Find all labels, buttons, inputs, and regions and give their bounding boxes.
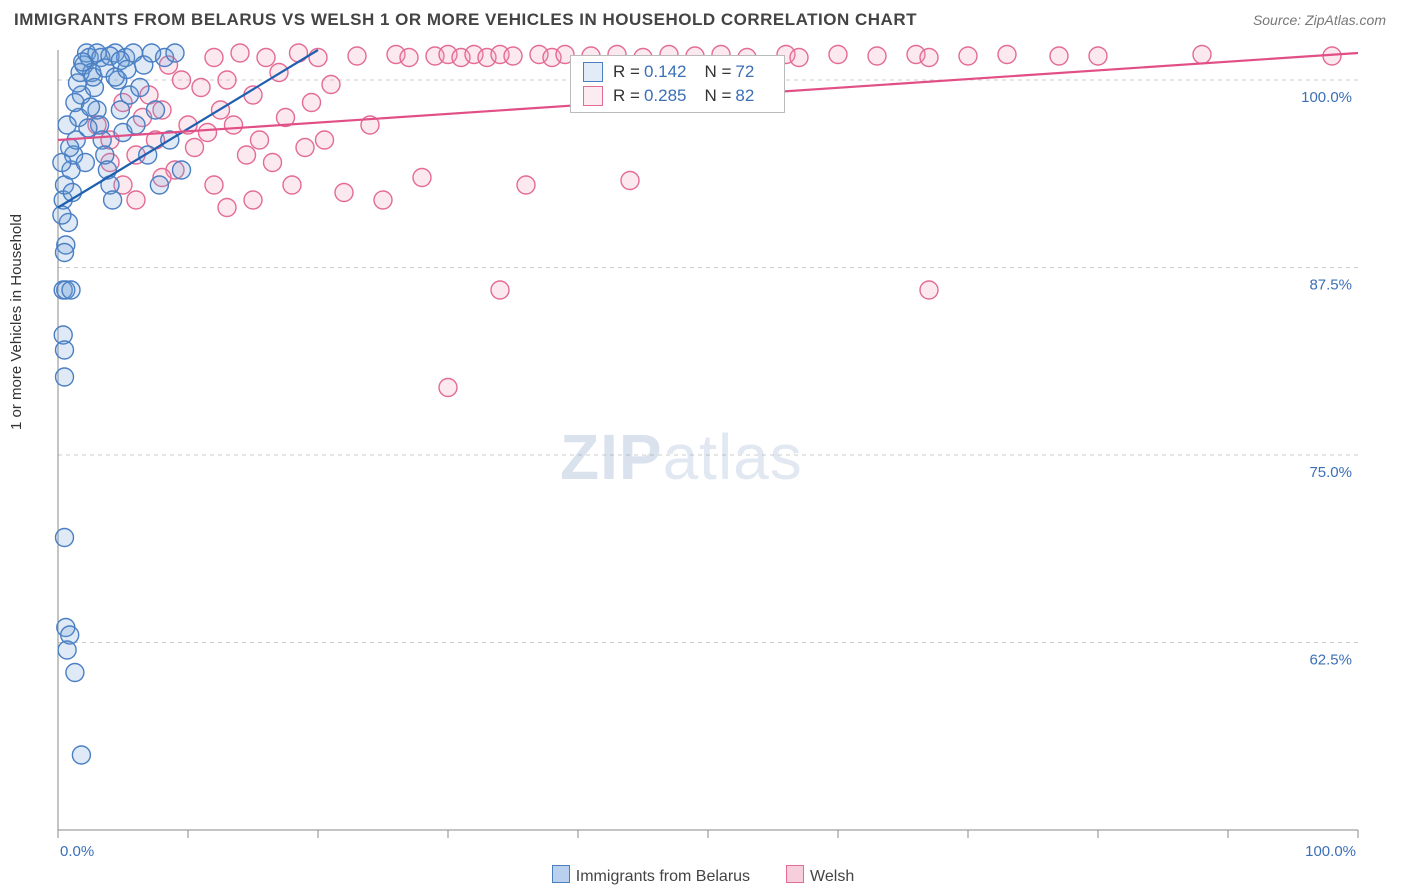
data-point: [959, 47, 977, 65]
legend-swatch: [552, 865, 570, 883]
legend-swatch: [583, 86, 603, 106]
data-point: [264, 154, 282, 172]
data-point: [491, 281, 509, 299]
data-point: [283, 176, 301, 194]
stat-n-label: N =: [704, 86, 731, 106]
x-tick-label: 0.0%: [60, 843, 94, 860]
stats-row: R = 0.285 N = 82: [571, 84, 784, 108]
data-point: [621, 172, 639, 190]
data-point: [147, 101, 165, 119]
data-point: [76, 154, 94, 172]
data-point: [790, 49, 808, 67]
legend-label: Welsh: [810, 868, 854, 885]
data-point: [56, 244, 74, 262]
data-point: [1193, 46, 1211, 64]
data-point: [72, 746, 90, 764]
data-point: [127, 191, 145, 209]
data-point: [920, 49, 938, 67]
stat-n-label: N =: [704, 62, 731, 82]
data-point: [58, 641, 76, 659]
correlation-stats-box: R = 0.142 N = 72 R = 0.285 N = 82: [570, 55, 785, 113]
data-point: [58, 116, 76, 134]
data-point: [127, 116, 145, 134]
y-axis-title: 1 or more Vehicles in Household: [8, 214, 25, 430]
y-tick-label: 87.5%: [1309, 277, 1352, 294]
plot-area: 62.5% 75.0% 87.5% 100.0% 0.0% 100.0%: [48, 40, 1406, 860]
data-point: [56, 529, 74, 547]
legend-swatch: [583, 62, 603, 82]
y-tick-label: 100.0%: [1301, 89, 1352, 106]
data-point: [251, 131, 269, 149]
data-point: [79, 119, 97, 137]
legend-swatch: [786, 865, 804, 883]
data-point: [104, 191, 122, 209]
data-point: [118, 61, 136, 79]
legend-label: Immigrants from Belarus: [576, 868, 750, 885]
data-point: [56, 368, 74, 386]
scatter-svg: 62.5% 75.0% 87.5% 100.0% 0.0% 100.0%: [48, 40, 1388, 860]
data-point: [238, 146, 256, 164]
data-point: [231, 44, 249, 62]
data-point: [218, 199, 236, 217]
data-point: [82, 98, 100, 116]
data-point: [400, 49, 418, 67]
chart-title: IMMIGRANTS FROM BELARUS VS WELSH 1 OR MO…: [14, 10, 917, 30]
data-point: [218, 71, 236, 89]
data-point: [296, 139, 314, 157]
data-point: [186, 139, 204, 157]
data-point: [348, 47, 366, 65]
data-point: [150, 176, 168, 194]
data-point: [303, 94, 321, 112]
data-point: [920, 281, 938, 299]
data-point: [225, 116, 243, 134]
y-tick-label: 75.0%: [1309, 464, 1352, 481]
legend: Immigrants from Belarus Welsh: [0, 865, 1406, 886]
data-point: [66, 664, 84, 682]
data-point: [322, 76, 340, 94]
data-point: [56, 341, 74, 359]
data-point: [517, 176, 535, 194]
data-point: [199, 124, 217, 142]
data-point: [205, 49, 223, 67]
data-point: [439, 379, 457, 397]
stats-row: R = 0.142 N = 72: [571, 60, 784, 84]
data-point: [131, 79, 149, 97]
data-point: [166, 44, 184, 62]
data-point: [173, 71, 191, 89]
data-point: [868, 47, 886, 65]
x-tick-label: 100.0%: [1305, 843, 1356, 860]
data-point: [257, 49, 275, 67]
data-point: [374, 191, 392, 209]
data-point: [829, 46, 847, 64]
data-point: [504, 47, 522, 65]
data-point: [53, 206, 71, 224]
data-point: [1089, 47, 1107, 65]
stat-r-label: R =: [613, 62, 640, 82]
stat-n-value: 82: [735, 86, 754, 106]
data-point: [335, 184, 353, 202]
stat-r-value: 0.142: [644, 62, 687, 82]
data-point: [244, 191, 262, 209]
source-label: Source: ZipAtlas.com: [1253, 12, 1386, 28]
stat-r-label: R =: [613, 86, 640, 106]
data-point: [173, 161, 191, 179]
legend-item: Welsh: [786, 865, 854, 886]
data-point: [413, 169, 431, 187]
data-point: [205, 176, 223, 194]
data-point: [316, 131, 334, 149]
title-bar: IMMIGRANTS FROM BELARUS VS WELSH 1 OR MO…: [0, 0, 1406, 36]
stat-r-value: 0.285: [644, 86, 687, 106]
data-point: [53, 154, 71, 172]
data-point: [290, 44, 308, 62]
data-point: [998, 46, 1016, 64]
y-tick-label: 62.5%: [1309, 652, 1352, 669]
legend-item: Immigrants from Belarus: [552, 865, 750, 886]
data-point: [62, 281, 80, 299]
data-point: [1050, 47, 1068, 65]
data-point: [192, 79, 210, 97]
stat-n-value: 72: [735, 62, 754, 82]
